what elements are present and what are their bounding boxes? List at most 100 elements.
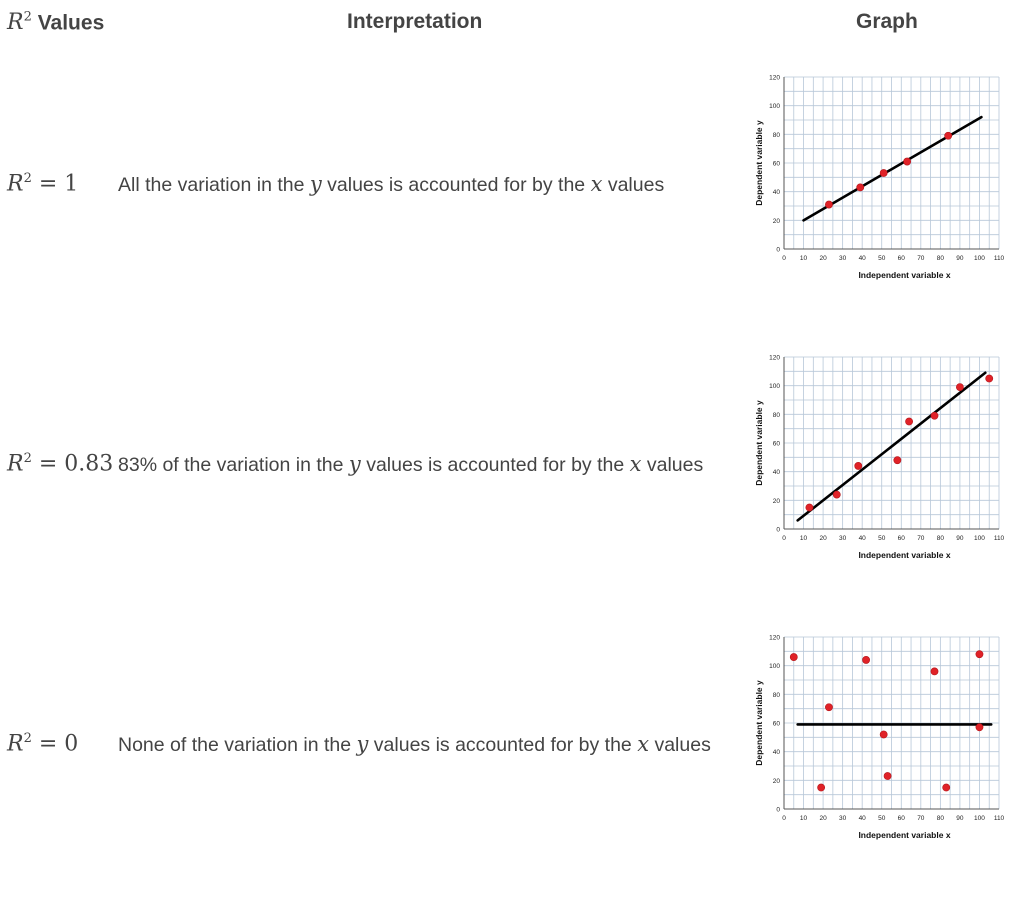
interpretation-text: None of the variation in the y values is… bbox=[118, 732, 711, 756]
x-tick-label: 0 bbox=[782, 535, 786, 542]
data-point bbox=[903, 157, 912, 166]
interpretation-header: Interpretation bbox=[347, 10, 483, 33]
data-point bbox=[956, 383, 964, 391]
regression-line bbox=[796, 371, 987, 522]
y-tick-label: 120 bbox=[769, 355, 780, 362]
y-tick-label: 20 bbox=[773, 778, 781, 785]
y-tick-label: 40 bbox=[773, 189, 781, 196]
x-tick-label: 60 bbox=[898, 815, 906, 822]
x-tick-label: 50 bbox=[878, 535, 886, 542]
x-tick-label: 20 bbox=[819, 255, 827, 262]
graph-header: Graph bbox=[856, 10, 918, 33]
interpretation-text: All the variation in the y values is acc… bbox=[118, 172, 665, 196]
row-r2-0: R2 = 0 None of the variation in the y va… bbox=[0, 620, 1030, 900]
x-tick-label: 50 bbox=[878, 815, 886, 822]
y-tick-label: 20 bbox=[773, 218, 781, 225]
x-tick-label: 50 bbox=[878, 255, 886, 262]
data-point bbox=[825, 703, 833, 712]
interpretation-text: 83% of the variation in the y values is … bbox=[118, 452, 704, 476]
x-tick-label: 90 bbox=[956, 535, 964, 542]
x-tick-label: 110 bbox=[994, 255, 1005, 262]
data-point bbox=[832, 490, 841, 499]
data-point bbox=[883, 772, 892, 780]
x-tick-label: 0 bbox=[782, 255, 786, 262]
scatter-chart-r2-0: 0 10 20 30 40 50 60 70 80 90 100 110 0 20 40 60 80 100 120… bbox=[754, 635, 1005, 841]
x-tick-label: 70 bbox=[917, 815, 925, 822]
values-word: Values bbox=[31, 11, 105, 35]
data-point bbox=[854, 462, 863, 470]
x-axis-label: Independent variable x bbox=[858, 270, 950, 280]
data-point bbox=[975, 723, 984, 732]
x-tick-label: 80 bbox=[937, 815, 945, 822]
grid bbox=[783, 636, 1000, 810]
x-tick-label: 60 bbox=[898, 535, 906, 542]
data-point bbox=[893, 456, 902, 465]
x-tick-label: 30 bbox=[839, 815, 847, 822]
y-tick-label: 60 bbox=[773, 161, 781, 168]
y-tick-label: 60 bbox=[773, 441, 781, 448]
y-tick-label: 0 bbox=[776, 807, 780, 814]
x-tick-label: 100 bbox=[974, 535, 985, 542]
data-point bbox=[805, 503, 814, 512]
y-tick-label: 80 bbox=[773, 132, 781, 139]
x-tick-label: 100 bbox=[974, 815, 985, 822]
y-tick-label: 40 bbox=[773, 469, 781, 476]
x-tick-label: 70 bbox=[917, 255, 925, 262]
x-tick-label: 40 bbox=[859, 535, 867, 542]
data-point bbox=[817, 783, 826, 792]
data-point bbox=[930, 667, 939, 676]
row-r2-1: R2 = 1 All the variation in the y values… bbox=[0, 60, 1030, 340]
r2-symbol: R bbox=[7, 10, 24, 36]
y-tick-label: 80 bbox=[773, 412, 781, 419]
data-point bbox=[862, 656, 870, 664]
data-point bbox=[825, 200, 833, 209]
y-axis-label: Dependent variable y bbox=[754, 680, 764, 766]
x-tick-label: 30 bbox=[839, 535, 847, 542]
x-tick-label: 20 bbox=[819, 815, 827, 822]
data-point bbox=[942, 783, 951, 792]
y-tick-label: 100 bbox=[769, 663, 780, 670]
grid bbox=[783, 76, 1000, 250]
x-tick-label: 80 bbox=[937, 535, 945, 542]
data-point bbox=[879, 730, 888, 739]
r2-exponent: 2 bbox=[23, 10, 32, 25]
x-tick-label: 0 bbox=[782, 815, 786, 822]
y-tick-label: 40 bbox=[773, 749, 781, 756]
x-tick-label: 90 bbox=[956, 255, 964, 262]
x-tick-label: 40 bbox=[859, 255, 867, 262]
r2-value-label: R2 = 0 bbox=[7, 731, 79, 757]
scatter-chart-r2-1: 0 10 20 30 40 50 60 70 80 90 100 110 0 20 40 60 80 100 120… bbox=[754, 75, 1005, 281]
x-tick-label: 10 bbox=[800, 255, 808, 262]
data-point bbox=[856, 183, 865, 192]
scatter-chart-r2-083: 0 10 20 30 40 50 60 70 80 90 100 110 0 20 40 60 80 100 120… bbox=[754, 355, 1005, 561]
x-tick-label: 60 bbox=[898, 255, 906, 262]
data-point bbox=[789, 653, 798, 661]
y-tick-label: 0 bbox=[776, 527, 780, 534]
x-tick-label: 40 bbox=[859, 815, 867, 822]
grid bbox=[783, 356, 1000, 530]
data-point bbox=[985, 374, 994, 383]
x-tick-label: 70 bbox=[917, 535, 925, 542]
x-tick-label: 110 bbox=[994, 535, 1005, 542]
x-tick-label: 100 bbox=[974, 255, 985, 262]
x-tick-label: 110 bbox=[994, 815, 1005, 822]
data-point bbox=[944, 131, 953, 140]
r2-value-label: R2 = 1 bbox=[7, 171, 79, 197]
r2-value-label: R2 = 0.83 bbox=[7, 451, 114, 477]
data-point bbox=[930, 411, 939, 420]
x-tick-label: 10 bbox=[800, 535, 808, 542]
x-tick-label: 10 bbox=[800, 815, 808, 822]
y-tick-label: 120 bbox=[769, 75, 780, 82]
y-tick-label: 80 bbox=[773, 692, 781, 699]
y-tick-label: 0 bbox=[776, 247, 780, 254]
x-tick-label: 90 bbox=[956, 815, 964, 822]
row-r2-083: R2 = 0.83 83% of the variation in the y … bbox=[0, 340, 1030, 620]
x-tick-label: 30 bbox=[839, 255, 847, 262]
x-axis-label: Independent variable x bbox=[858, 550, 950, 560]
data-point bbox=[879, 169, 888, 177]
y-tick-label: 100 bbox=[769, 103, 780, 110]
data-point bbox=[905, 417, 913, 426]
x-tick-label: 20 bbox=[819, 535, 827, 542]
r2-values-header: R2 Values bbox=[7, 10, 104, 35]
y-tick-label: 120 bbox=[769, 635, 780, 642]
